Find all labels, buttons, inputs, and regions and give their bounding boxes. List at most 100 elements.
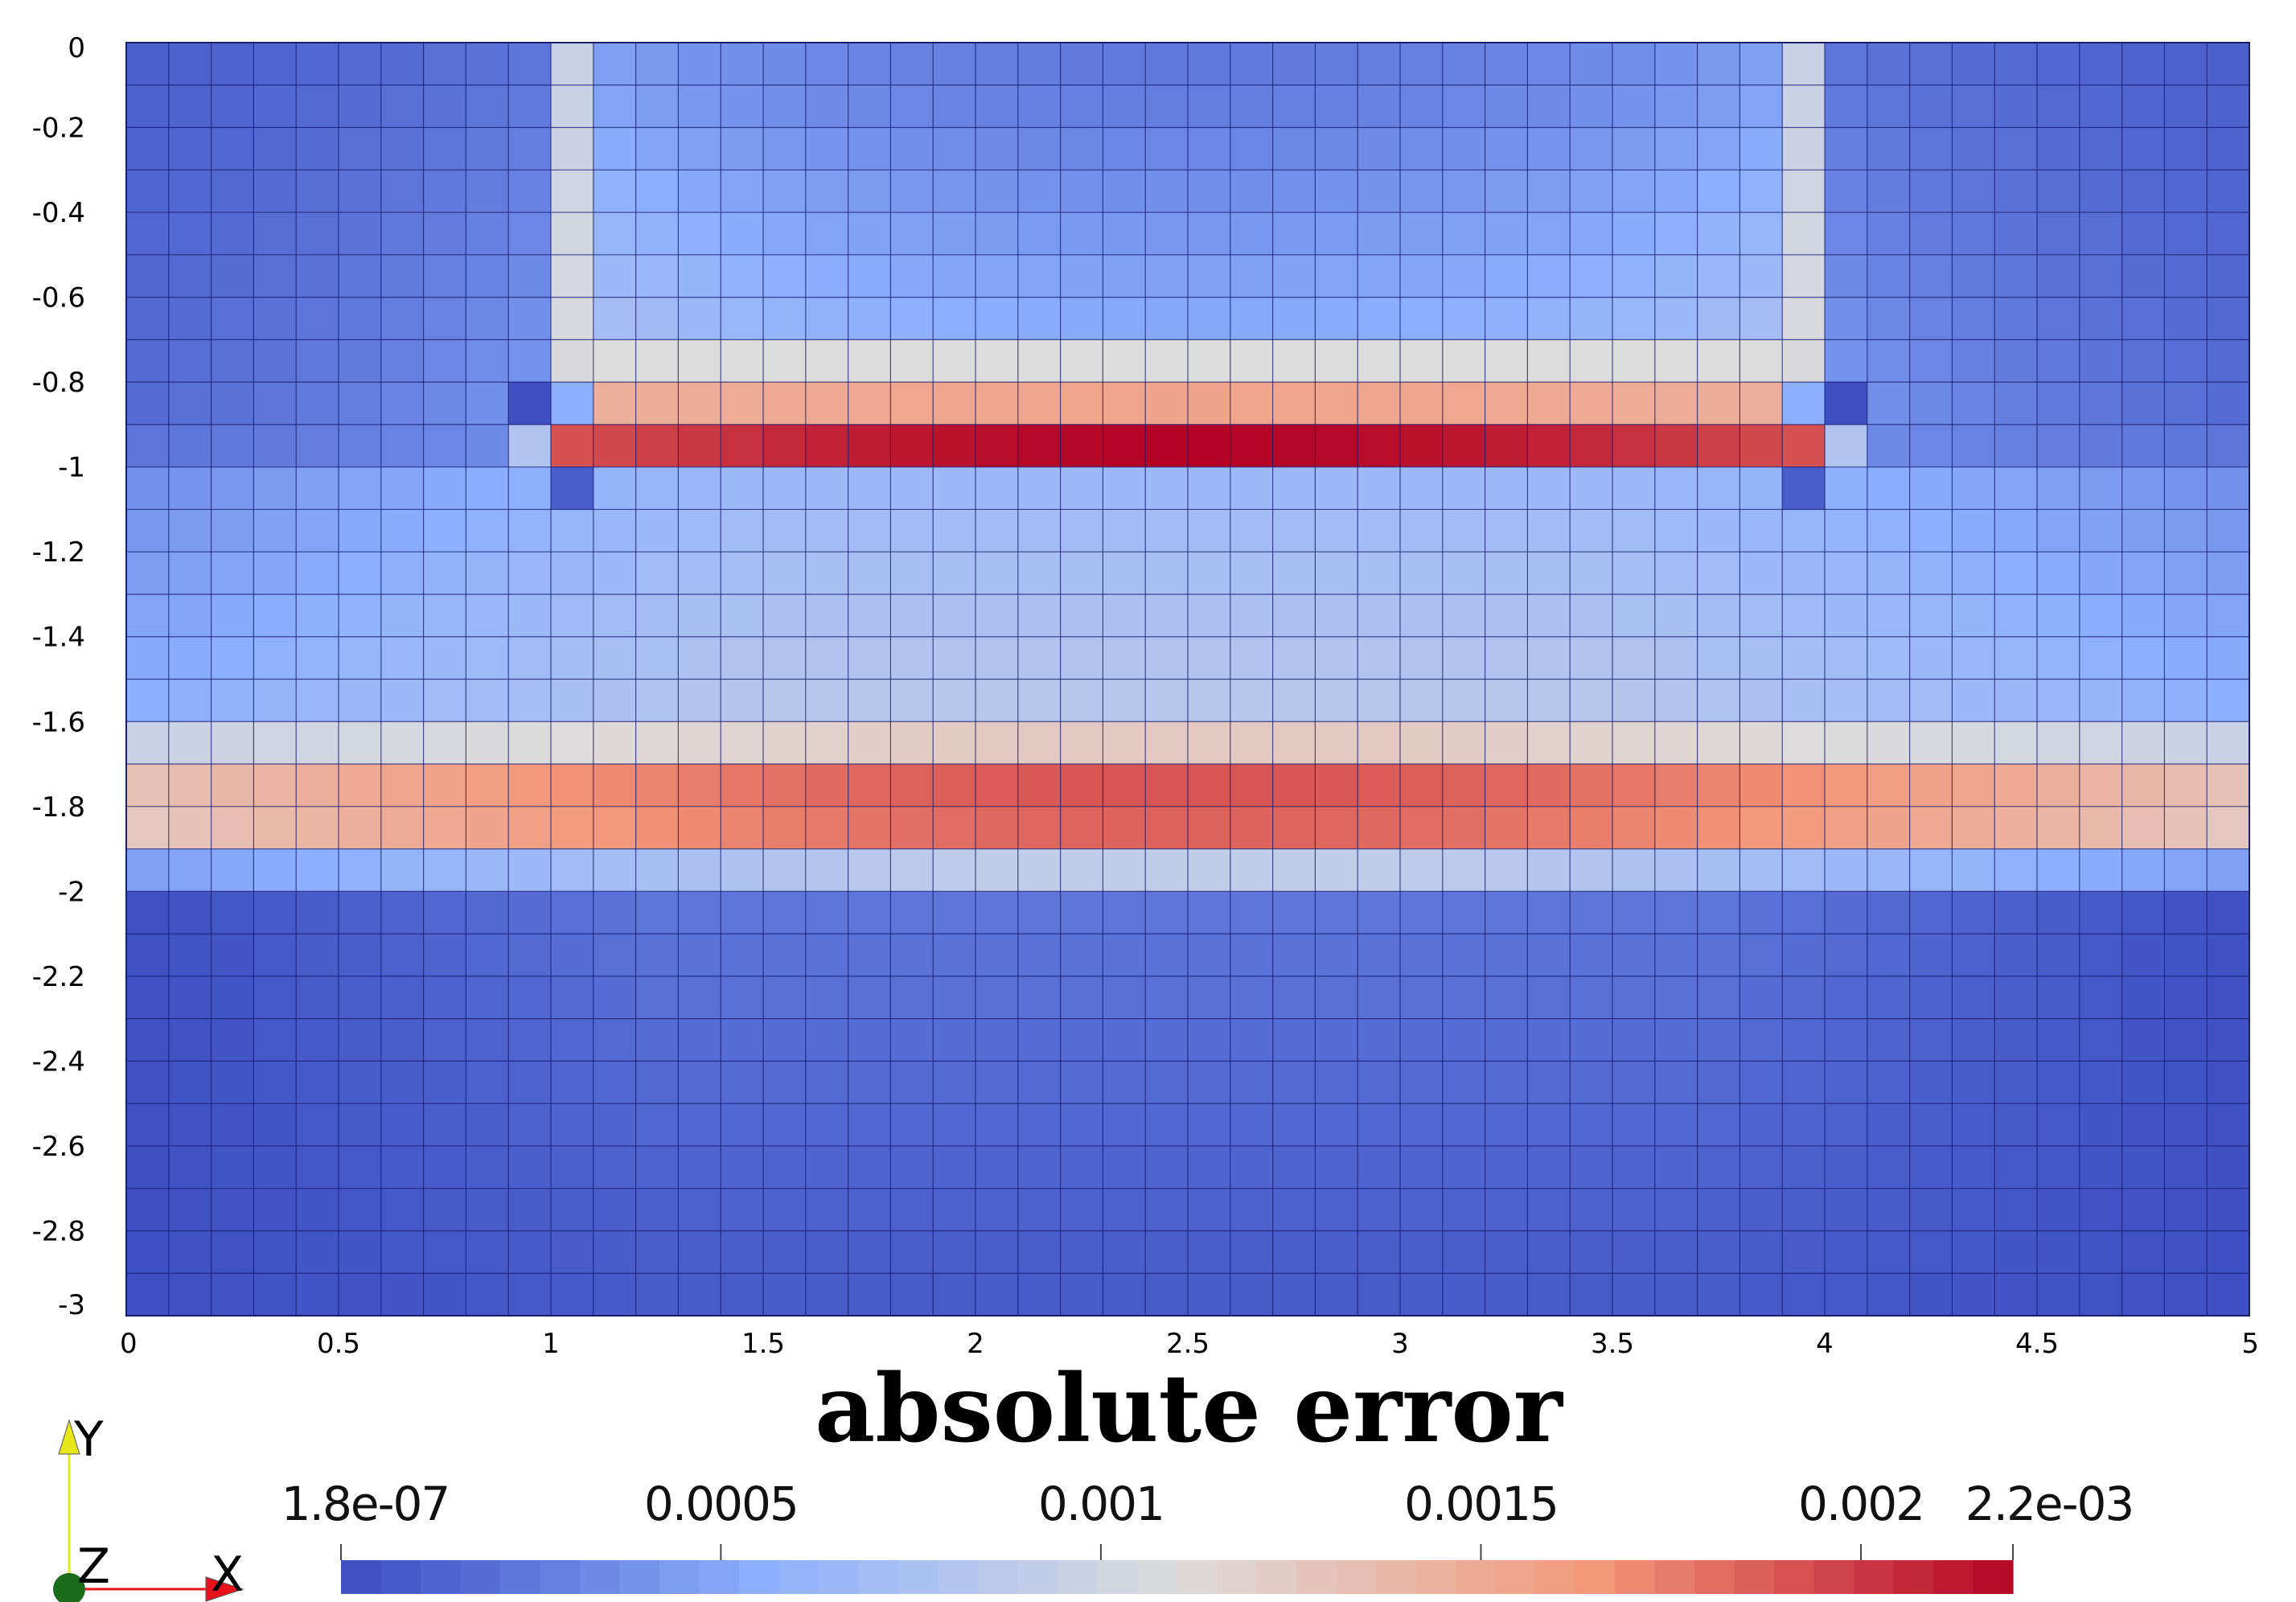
heatmap-cell bbox=[933, 84, 976, 129]
heatmap-cell bbox=[2079, 297, 2123, 340]
heatmap-cell bbox=[1697, 1273, 1740, 1317]
heatmap-cell bbox=[2207, 127, 2250, 170]
heatmap-cell bbox=[380, 764, 425, 807]
heatmap-cell bbox=[1697, 466, 1740, 511]
x-tick-label: 4 bbox=[1816, 1328, 1834, 1360]
heatmap-cell bbox=[848, 1103, 891, 1147]
heatmap-cell bbox=[1485, 552, 1528, 595]
heatmap-cell bbox=[380, 934, 425, 977]
heatmap-cell bbox=[2079, 1273, 2123, 1317]
heatmap-cell bbox=[1739, 679, 1783, 722]
heatmap-cell bbox=[1230, 679, 1274, 722]
heatmap-cell bbox=[296, 1145, 339, 1189]
heatmap-cell bbox=[2037, 848, 2080, 892]
heatmap-cell bbox=[339, 1273, 382, 1317]
heatmap-cell bbox=[211, 806, 254, 850]
heatmap-cell bbox=[1994, 84, 2038, 129]
heatmap-cell bbox=[1103, 1103, 1146, 1147]
heatmap-cell bbox=[339, 764, 382, 807]
heatmap-cell bbox=[890, 509, 934, 552]
heatmap-cell bbox=[2164, 127, 2208, 170]
heatmap-cell bbox=[1315, 254, 1358, 298]
heatmap-cell bbox=[2037, 127, 2080, 170]
heatmap-cell bbox=[890, 721, 934, 765]
heatmap-cell bbox=[1782, 1018, 1826, 1062]
heatmap-cell bbox=[1527, 552, 1571, 595]
heatmap-cell bbox=[508, 679, 552, 722]
heatmap-cell bbox=[1612, 934, 1656, 977]
heatmap-cell bbox=[1145, 552, 1189, 595]
heatmap-cell bbox=[805, 679, 849, 722]
heatmap-cell bbox=[1060, 43, 1103, 86]
heatmap-cell bbox=[423, 127, 466, 170]
heatmap-cell bbox=[551, 1273, 594, 1317]
heatmap-cell bbox=[1739, 509, 1783, 552]
heatmap-cell bbox=[551, 764, 594, 807]
heatmap-cell bbox=[1909, 84, 1953, 129]
heatmap-cell bbox=[1994, 212, 2038, 256]
heatmap-cell bbox=[1442, 1230, 1486, 1274]
heatmap-cell bbox=[721, 806, 764, 850]
heatmap-cell bbox=[1527, 806, 1571, 850]
heatmap-cell bbox=[721, 297, 764, 340]
heatmap-cell bbox=[253, 721, 297, 765]
heatmap-cell bbox=[635, 976, 679, 1020]
heatmap-cell bbox=[423, 424, 466, 468]
colorbar-segment bbox=[1256, 1560, 1297, 1594]
heatmap-cell bbox=[1272, 891, 1316, 934]
heatmap-cell bbox=[1612, 170, 1656, 213]
heatmap-cell bbox=[933, 297, 976, 340]
heatmap-cell bbox=[1739, 1018, 1783, 1062]
heatmap-cell bbox=[890, 84, 934, 129]
heatmap-cell bbox=[1909, 43, 1953, 86]
heatmap-cell bbox=[296, 254, 339, 298]
heatmap-cell bbox=[1315, 170, 1358, 213]
heatmap-cell bbox=[1527, 891, 1571, 934]
heatmap-cell bbox=[1909, 382, 1953, 425]
heatmap-cell bbox=[2121, 552, 2165, 595]
heatmap-cell bbox=[1612, 721, 1656, 765]
heatmap-cell bbox=[1782, 297, 1826, 340]
heatmap-cell bbox=[1230, 424, 1274, 468]
heatmap-cell bbox=[678, 976, 721, 1020]
heatmap-cell bbox=[2164, 424, 2208, 468]
heatmap-cell bbox=[380, 466, 425, 511]
heatmap-cell bbox=[1867, 552, 1911, 595]
heatmap-cell bbox=[2037, 1145, 2080, 1189]
heatmap-cell bbox=[2121, 212, 2165, 256]
heatmap-cell bbox=[2164, 1018, 2208, 1062]
heatmap-cell bbox=[1145, 721, 1189, 765]
heatmap-cell bbox=[1315, 594, 1358, 638]
heatmap-cell bbox=[1442, 552, 1486, 595]
heatmap-cell bbox=[890, 934, 934, 977]
y-tick-label: -1.6 bbox=[32, 706, 85, 738]
heatmap-cell bbox=[423, 1103, 466, 1147]
heatmap-cell bbox=[1485, 509, 1528, 552]
heatmap-cell bbox=[1188, 679, 1231, 722]
heatmap-cell bbox=[168, 127, 212, 170]
heatmap-cell bbox=[1060, 721, 1103, 765]
heatmap-cell bbox=[1400, 764, 1444, 807]
colorbar-segment bbox=[1217, 1560, 1258, 1594]
heatmap-cell bbox=[1952, 721, 1995, 765]
heatmap-cell bbox=[678, 1273, 721, 1317]
heatmap-cell bbox=[1612, 509, 1656, 552]
heatmap-cell bbox=[1188, 509, 1231, 552]
heatmap-cell bbox=[635, 721, 679, 765]
colorbar-segment bbox=[1415, 1560, 1456, 1594]
heatmap-cell bbox=[551, 212, 594, 256]
heatmap-cell bbox=[168, 1230, 212, 1274]
heatmap-cell bbox=[2121, 1145, 2165, 1189]
heatmap-cell bbox=[1527, 84, 1571, 129]
heatmap-cell bbox=[763, 170, 807, 213]
heatmap-cell bbox=[508, 1018, 552, 1062]
heatmap-cell bbox=[1400, 1145, 1444, 1189]
heatmap-cell bbox=[763, 594, 807, 638]
heatmap-cell bbox=[380, 212, 425, 256]
heatmap-cell bbox=[890, 1018, 934, 1062]
heatmap-cell bbox=[1909, 1273, 1953, 1317]
colorbar-segment bbox=[1058, 1560, 1099, 1594]
heatmap-cell bbox=[1782, 552, 1826, 595]
heatmap-cell bbox=[1867, 1188, 1911, 1232]
heatmap-cell bbox=[805, 424, 849, 468]
